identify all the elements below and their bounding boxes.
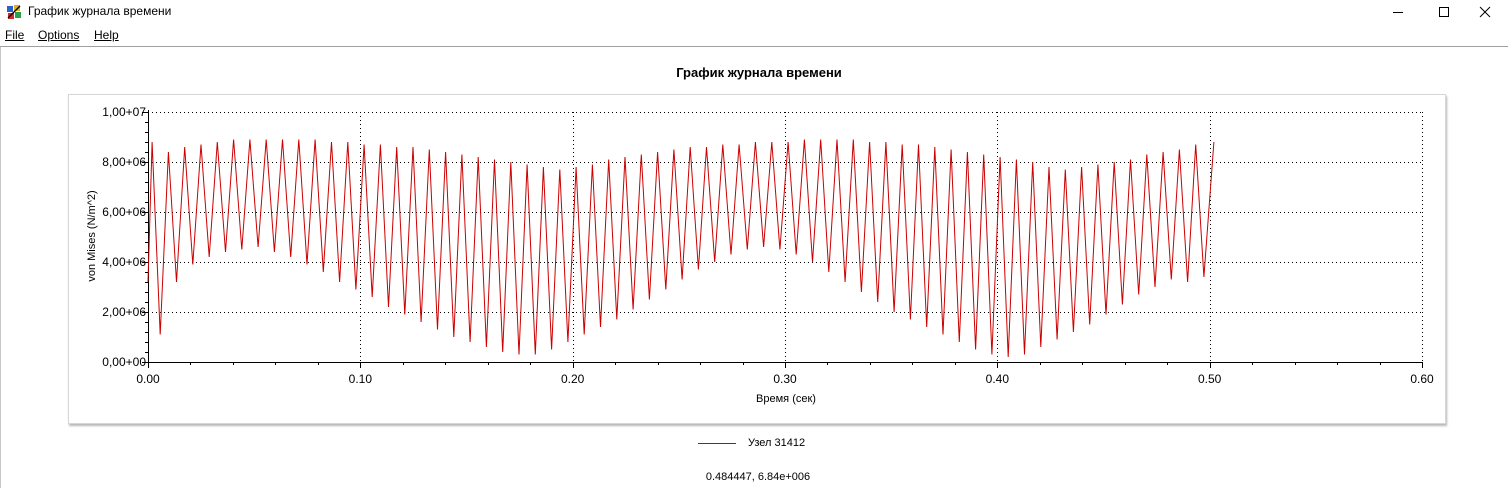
grid [148, 112, 1423, 363]
cursor-readout: 0.484447, 6.84e+006 [705, 471, 811, 483]
x-tick-label: 0.30 [773, 372, 797, 386]
title-bar: График журнала времени [0, 0, 1508, 24]
x-axis-label: Время (сек) [756, 393, 816, 405]
close-icon [1479, 6, 1491, 18]
menu-file-label: File [5, 28, 25, 42]
app-icon [7, 5, 21, 19]
minimize-icon [1393, 12, 1403, 13]
legend-swatch [698, 443, 736, 444]
y-axis-label: von Mises (N/m^2) [86, 190, 98, 281]
tick-labels: 0.00 0.10 0.20 0.30 0.40 0.50 0.60 0,00+00 2,00+… [102, 105, 1434, 386]
x-tick-label: 0.50 [1198, 372, 1222, 386]
minimize-button[interactable] [1375, 0, 1421, 24]
y-tick-label: 2,00+06 [102, 305, 146, 319]
x-tick-label: 0.60 [1410, 372, 1434, 386]
menu-options-label: Options [38, 28, 80, 42]
menu-file[interactable]: File [5, 28, 24, 42]
maximize-icon [1439, 7, 1449, 17]
x-tick-label: 0.20 [561, 372, 585, 386]
window-title: График журнала времени [28, 4, 172, 18]
series-line [147, 139, 1215, 358]
menu-help-label: Help [94, 28, 119, 42]
y-tick-label: 6,00+06 [102, 205, 146, 219]
x-tick-label: 0.40 [986, 372, 1010, 386]
legend-label: Узел 31412 [748, 437, 806, 449]
maximize-button[interactable] [1421, 0, 1467, 24]
menu-bar: File Options Help [0, 26, 1508, 46]
close-button[interactable] [1462, 0, 1508, 24]
y-tick-label: 8,00+06 [102, 155, 146, 169]
menu-options[interactable]: Options [38, 28, 79, 42]
series-group [147, 139, 1215, 358]
axes [142, 110, 1423, 368]
chart-title: График журнала времени [676, 65, 842, 80]
y-tick-label: 0,00+00 [102, 355, 146, 369]
menu-separator [0, 46, 1508, 47]
menu-help[interactable]: Help [94, 28, 119, 42]
y-tick-label: 1,00+07 [102, 105, 146, 119]
x-tick-label: 0.10 [349, 372, 373, 386]
x-tick-label: 0.00 [136, 372, 160, 386]
y-tick-label: 4,00+06 [102, 255, 146, 269]
